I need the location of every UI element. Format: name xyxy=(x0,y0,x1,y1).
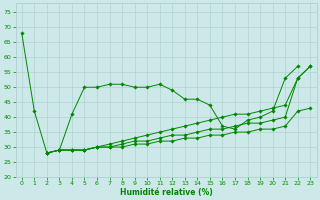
X-axis label: Humidité relative (%): Humidité relative (%) xyxy=(120,188,212,197)
